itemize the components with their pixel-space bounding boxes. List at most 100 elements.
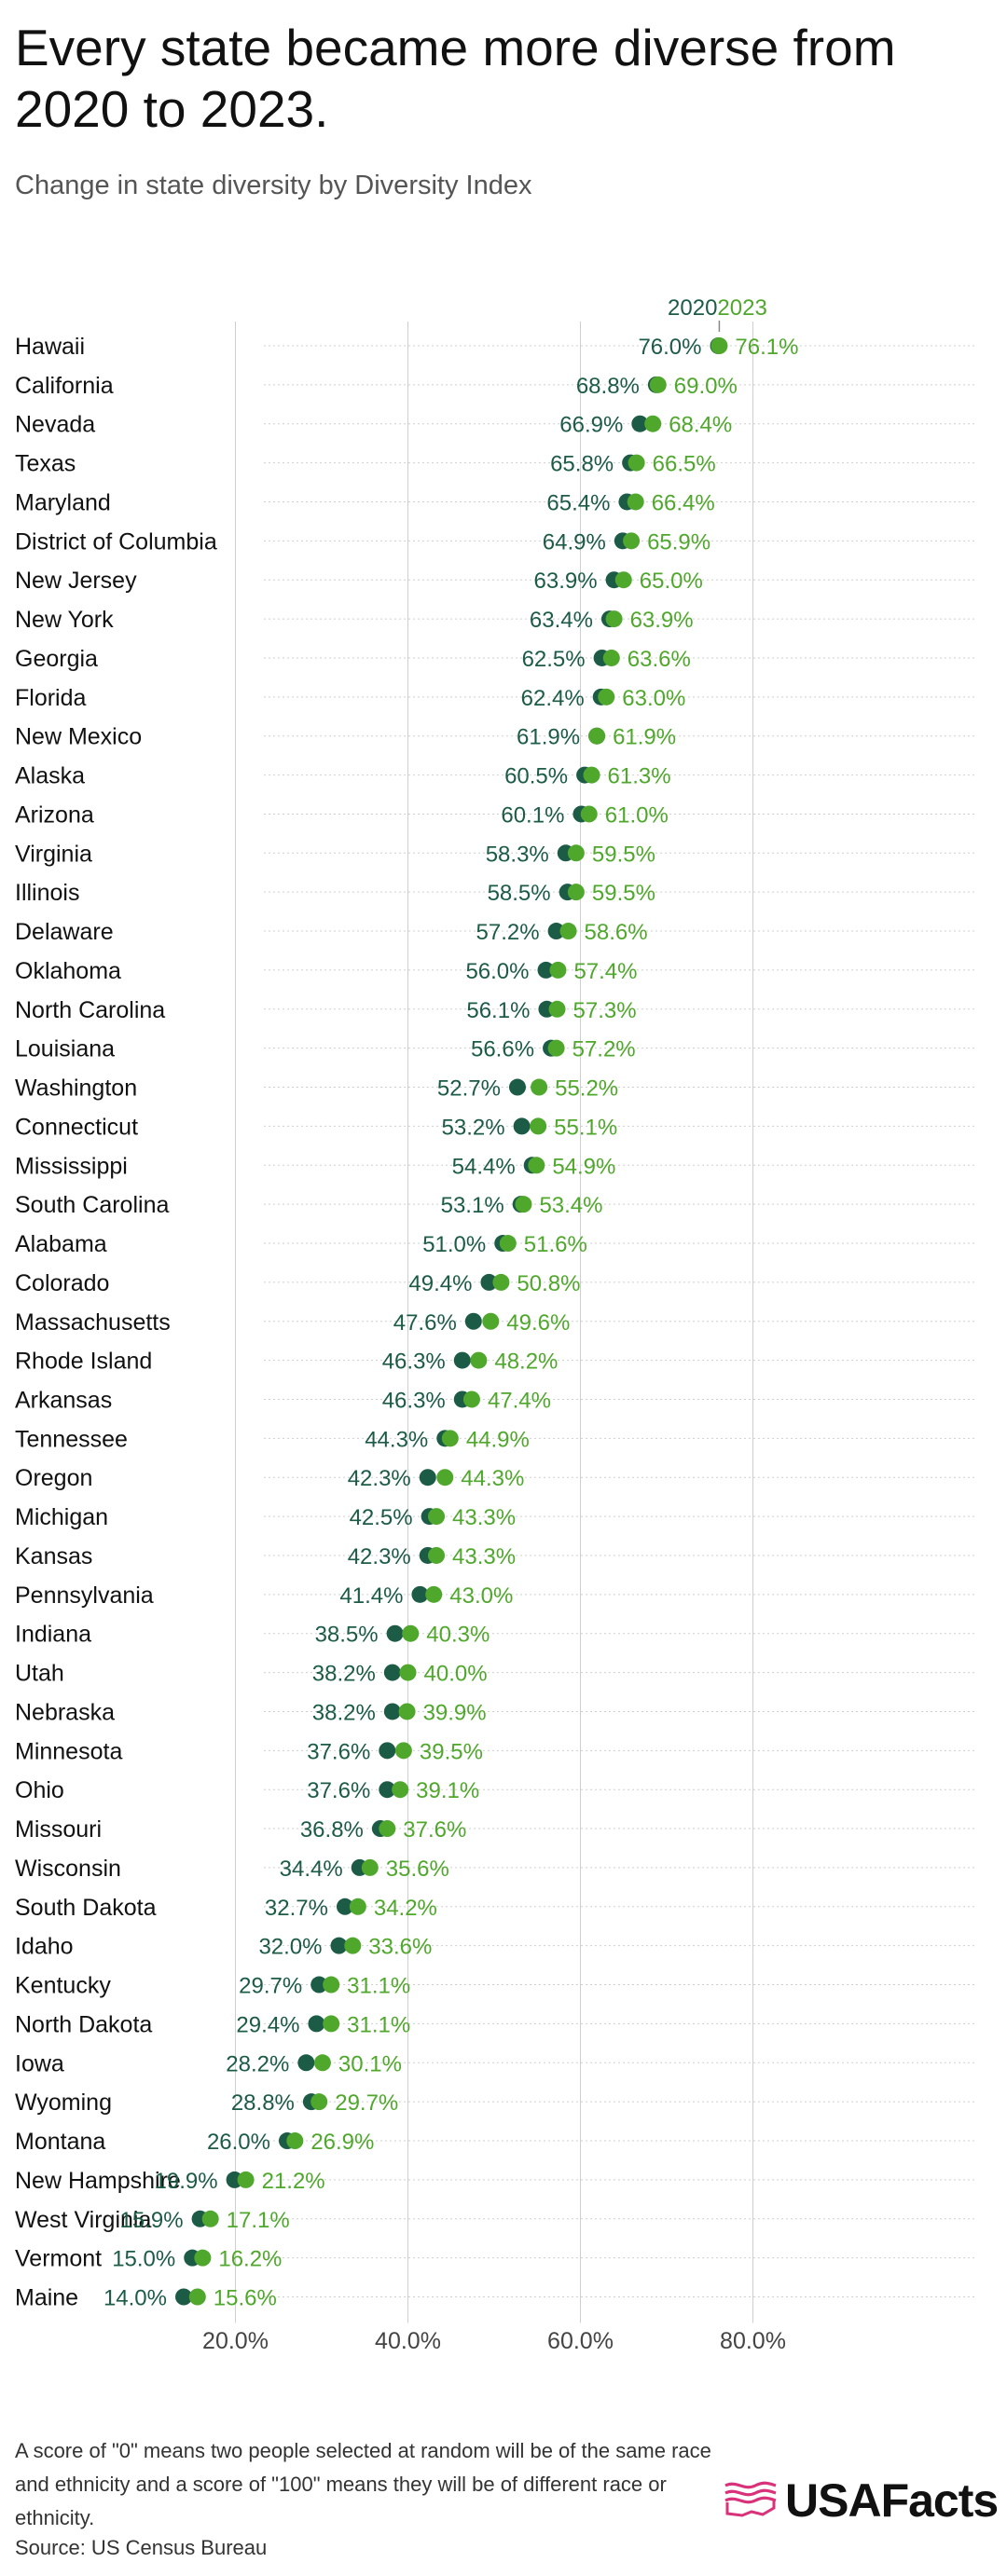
dot-2023 [323, 2015, 340, 2033]
state-label: South Carolina [15, 1192, 169, 1218]
state-label: Rhode Island [15, 1349, 152, 1375]
dot-2023 [602, 649, 620, 666]
value-label-2020: 42.3% [348, 1544, 411, 1569]
chart-row: Mississippi 54.4% 54.9% [15, 1153, 977, 1179]
dot-2023 [428, 1508, 446, 1526]
chart-row: District of Columbia 64.9% 65.9% [15, 528, 977, 555]
dot-2023 [567, 884, 585, 901]
grid-layer [235, 322, 753, 2323]
value-label-2023: 63.0% [622, 686, 685, 711]
value-label-2023: 61.0% [605, 802, 669, 828]
chart-row: California 68.8% 69.0% [15, 373, 977, 399]
value-label-2020: 60.1% [501, 802, 564, 828]
state-label: Alabama [15, 1231, 107, 1257]
dot-2020 [419, 1469, 436, 1487]
value-label-2020: 63.9% [534, 569, 598, 594]
dot-2023 [548, 1000, 566, 1018]
dot-2023 [598, 688, 615, 706]
chart-row: Virginia 58.3% 59.5% [15, 841, 977, 867]
dot-2020 [383, 1664, 401, 1681]
state-label: California [15, 373, 114, 399]
dot-2023 [349, 1898, 366, 1915]
state-label: New Hampshire [15, 2168, 181, 2194]
value-label-2020: 54.4% [452, 1154, 516, 1179]
dot-2023 [528, 1157, 545, 1174]
chart-row: Idaho 32.0% 33.6% [15, 1934, 977, 1960]
value-label-2020: 38.5% [315, 1623, 379, 1648]
dot-2023 [547, 1039, 565, 1057]
value-label-2023: 16.2% [218, 2247, 282, 2272]
dot-2023 [623, 532, 641, 550]
value-label-2023: 17.1% [227, 2208, 290, 2233]
value-label-2020: 53.2% [442, 1115, 505, 1140]
state-label: Maryland [15, 489, 111, 515]
value-label-2020: 58.5% [488, 881, 551, 906]
state-label: New York [15, 607, 114, 633]
state-label: Oklahoma [15, 958, 121, 984]
state-label: North Carolina [15, 997, 165, 1023]
dot-2020 [386, 1624, 404, 1642]
value-label-2023: 63.6% [628, 647, 691, 672]
dot-2023 [588, 727, 606, 745]
value-label-2023: 47.4% [488, 1388, 551, 1413]
dot-2023 [441, 1430, 459, 1447]
state-label: West Virginia [15, 2207, 151, 2233]
chart-row: Colorado 49.4% 50.8% [15, 1270, 977, 1296]
state-label: Nebraska [15, 1699, 115, 1725]
value-label-2020: 26.0% [207, 2130, 270, 2155]
value-label-2023: 63.9% [630, 608, 694, 633]
value-label-2020: 66.9% [559, 413, 623, 438]
dot-2020 [308, 2015, 325, 2033]
dot-2023 [402, 1624, 420, 1642]
value-label-2023: 66.5% [653, 452, 716, 477]
value-label-2020: 42.5% [350, 1505, 413, 1530]
chart-row: Iowa 28.2% 30.1% [15, 2050, 977, 2076]
dot-2020 [508, 1078, 526, 1096]
value-label-2023: 39.1% [416, 1778, 479, 1803]
value-label-2023: 55.1% [554, 1115, 617, 1140]
value-label-2020: 56.1% [466, 998, 530, 1023]
state-label: Delaware [15, 919, 114, 945]
value-label-2023: 76.1% [735, 335, 798, 360]
footnote: A score of "0" means two people selected… [15, 2439, 711, 2529]
state-label: Texas [15, 451, 76, 477]
dot-2020 [547, 923, 565, 940]
dot-2023 [361, 1858, 379, 1876]
value-label-2023: 57.2% [572, 1037, 636, 1062]
state-label: Kentucky [15, 1973, 111, 1999]
state-label: Hawaii [15, 334, 85, 360]
chart-row: Arizona 60.1% 61.0% [15, 802, 977, 828]
usafacts-logo[interactable]: USAFacts [724, 2473, 999, 2528]
dot-2023 [549, 961, 567, 979]
legend-label-2020: 2020 [668, 295, 717, 321]
dot-2020 [175, 2288, 192, 2306]
chart-row: Illinois 58.5% 59.5% [15, 880, 977, 906]
value-label-2023: 40.3% [426, 1623, 490, 1648]
dot-2023 [580, 805, 598, 823]
state-label: Tennessee [15, 1426, 128, 1452]
state-label: Vermont [15, 2246, 102, 2272]
state-label: Minnesota [15, 1738, 122, 1764]
dot-2020 [383, 1703, 401, 1720]
value-label-2023: 44.9% [466, 1427, 530, 1452]
value-label-2023: 44.3% [461, 1466, 524, 1491]
legend-label-2023: 2023 [717, 295, 766, 321]
value-label-2020: 41.4% [339, 1583, 403, 1609]
value-label-2023: 51.6% [524, 1232, 587, 1257]
chart-row: Wyoming 28.8% 29.7% [15, 2090, 977, 2116]
chart-subtitle: Change in state diversity by Diversity I… [15, 171, 532, 200]
dot-2020 [464, 1312, 482, 1330]
value-label-2023: 43.0% [449, 1583, 513, 1609]
chart-row: North Dakota 29.4% 31.1% [15, 2011, 977, 2037]
state-label: Colorado [15, 1270, 109, 1296]
chart-row: Nebraska 38.2% 39.9% [15, 1699, 977, 1725]
value-label-2023: 35.6% [386, 1857, 449, 1882]
chart-title: Every state became more diverse from 202… [15, 19, 896, 138]
chart-row: New Jersey 63.9% 65.0% [15, 568, 977, 594]
dot-2023 [482, 1312, 500, 1330]
chart-row: Pennsylvania 41.4% 43.0% [15, 1583, 977, 1609]
value-label-2020: 62.5% [522, 647, 586, 672]
value-label-2020: 28.8% [231, 2090, 295, 2116]
dot-2023 [559, 923, 577, 940]
